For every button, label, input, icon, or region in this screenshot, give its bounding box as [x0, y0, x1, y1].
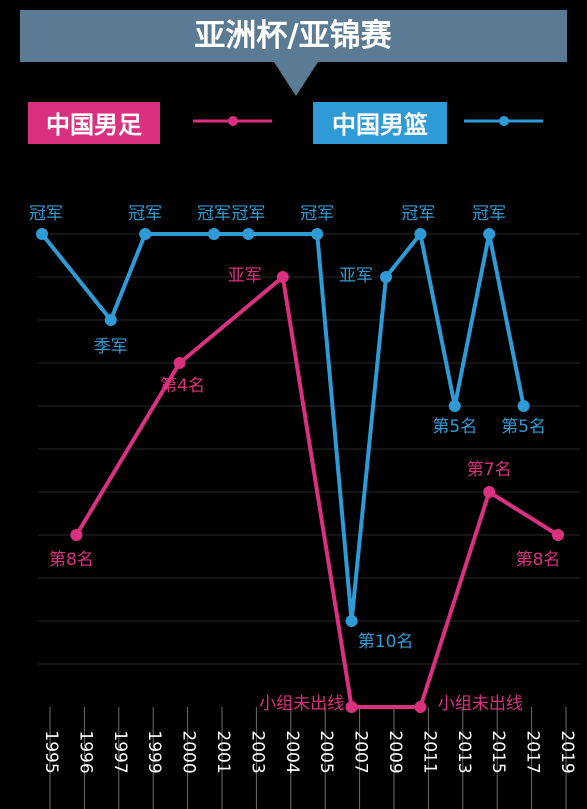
data-label: 季军: [94, 337, 128, 357]
data-label: 冠军: [401, 204, 435, 224]
data-label: 第5名: [432, 417, 477, 437]
data-point: [104, 314, 117, 326]
data-label: 冠军: [231, 204, 265, 224]
data-label: 亚军: [228, 266, 262, 286]
series-line-basketball: [40, 232, 526, 623]
data-label: 冠军: [300, 204, 334, 224]
data-label: 冠军: [197, 204, 231, 224]
data-point: [414, 228, 427, 240]
x-tick-label: 1996: [75, 730, 95, 773]
x-tick-label: 1999: [144, 730, 164, 773]
data-point: [552, 529, 564, 541]
x-tick-label: 1997: [110, 730, 130, 773]
x-tick-label: 2019: [557, 730, 577, 773]
data-label: 第5名: [501, 417, 546, 437]
data-label: 小组未出线: [259, 694, 344, 714]
legend-marker-football: [228, 116, 238, 126]
x-tick-label: 2001: [213, 730, 233, 773]
data-label: 第8名: [49, 550, 94, 570]
x-tick-label: 2007: [351, 730, 371, 773]
title-banner: [20, 10, 567, 96]
x-tick-label: 2015: [488, 730, 508, 773]
legend-swatch-football: [28, 102, 160, 144]
data-label: 第8名: [516, 550, 561, 570]
data-point: [448, 400, 461, 412]
data-label: 冠军: [29, 204, 63, 224]
data-point: [517, 400, 530, 412]
x-tick-label: 1995: [41, 730, 61, 773]
data-point: [414, 701, 427, 713]
x-tick-label: 2017: [523, 730, 543, 773]
data-point: [483, 228, 496, 240]
data-point: [345, 615, 358, 627]
data-point: [276, 271, 289, 283]
data-point: [173, 357, 186, 369]
data-label: 小组未出线: [438, 694, 523, 714]
legend-label-basketball: 中国男篮: [332, 111, 428, 139]
data-point: [311, 228, 324, 240]
x-tick-label: 2011: [419, 730, 439, 773]
x-tick-label: 2004: [282, 730, 302, 773]
data-point: [242, 228, 255, 240]
x-tick-label: 2013: [454, 730, 474, 773]
data-point: [380, 271, 392, 283]
data-label: 冠军: [472, 204, 506, 224]
data-point: [345, 701, 358, 713]
data-label: 第7名: [467, 460, 512, 480]
x-tick-label: 2009: [385, 730, 405, 773]
data-label: 第4名: [160, 376, 205, 396]
data-point: [483, 486, 496, 498]
data-point: [139, 228, 152, 240]
chart-title: 亚洲杯/亚锦赛: [194, 18, 392, 54]
legend-label-football: 中国男足: [46, 111, 142, 139]
legend-marker-basketball: [499, 116, 509, 126]
legend-swatch-basketball: [313, 102, 447, 144]
data-point: [70, 529, 83, 541]
x-tick-label: 2005: [316, 730, 336, 773]
x-tick-label: 2000: [179, 730, 199, 773]
data-label: 第10名: [358, 632, 414, 652]
data-label: 冠军: [128, 204, 162, 224]
x-tick-label: 2003: [247, 730, 267, 773]
data-label: 亚军: [339, 266, 373, 286]
data-point: [36, 228, 48, 240]
data-point: [208, 228, 220, 240]
